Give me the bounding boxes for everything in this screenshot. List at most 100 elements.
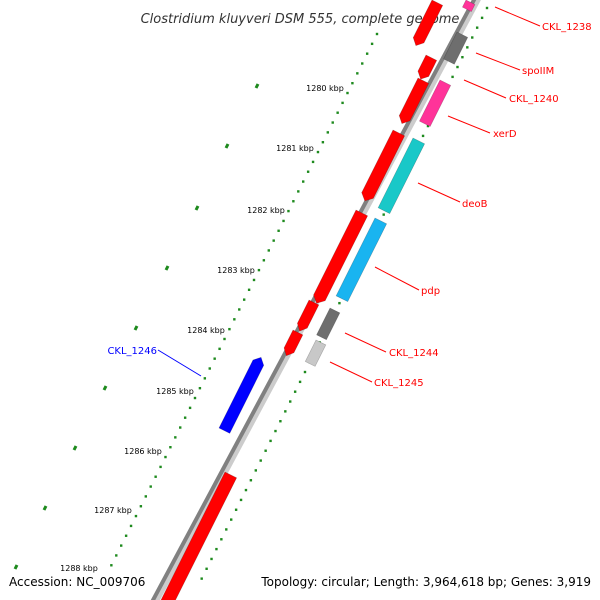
tick-dot: [361, 62, 364, 65]
tick-dot: [154, 475, 157, 478]
major-tick: [102, 385, 108, 391]
major-tick: [13, 564, 19, 570]
tick-dot: [336, 111, 339, 114]
major-tick: [224, 143, 230, 149]
tick-dot: [297, 190, 300, 193]
tick-dot: [208, 367, 211, 370]
tick-dot: [164, 455, 167, 459]
tick-dot: [475, 26, 479, 29]
tick-dot: [326, 131, 330, 134]
tick-dot: [365, 52, 369, 55]
tick-dot: [149, 485, 152, 488]
gene-label-spoiim[interactable]: spoIIM: [522, 66, 554, 77]
tick-dot: [421, 134, 425, 138]
tick-dot: [426, 124, 430, 128]
tick-dot: [252, 278, 256, 282]
tick-dot: [238, 308, 241, 311]
tick-dot: [215, 547, 218, 551]
tick-dot: [144, 495, 147, 498]
gene-label-ckl-1240[interactable]: CKL_1240: [509, 94, 559, 105]
gene-block-ckl-1246: [218, 356, 265, 434]
feature-block-pink: [462, 0, 476, 13]
tick-dot: [289, 400, 292, 403]
tick-dot: [292, 200, 295, 203]
ruler-label: 1284 kbp: [187, 326, 225, 335]
tick-dot: [223, 337, 226, 341]
tick-dot: [456, 65, 459, 69]
tick-dot: [213, 357, 216, 360]
gene-block-downstream: [160, 471, 238, 600]
gene-label-ckl-1244[interactable]: CKL_1244: [389, 348, 439, 359]
gene-label-ckl-1246[interactable]: CKL_1246: [107, 346, 157, 357]
tick-dot: [269, 439, 272, 443]
tick-dot: [267, 249, 270, 252]
major-tick: [42, 505, 48, 511]
tick-dot: [242, 298, 246, 301]
tick-dot: [485, 6, 489, 10]
tick-dot: [370, 42, 374, 46]
leader-line: [157, 349, 202, 377]
tick-dot: [471, 36, 474, 39]
tick-dot: [293, 390, 297, 393]
tick-dot: [139, 505, 143, 508]
tick-dot: [228, 327, 231, 331]
tick-dot: [203, 377, 207, 380]
tick-dot: [218, 347, 221, 351]
feature-block-sky: [335, 217, 388, 303]
tick-dot: [183, 416, 187, 419]
tick-dot: [338, 301, 341, 305]
major-tick: [164, 265, 170, 271]
tick-dot: [200, 577, 203, 580]
tick-dot: [169, 446, 172, 449]
gene-labels[interactable]: CKL_1238 spoIIM CKL_1240 xerD deoB pdp CKL_124…: [107, 6, 592, 389]
map-title: Clostridium kluyveri DSM 555, complete g…: [141, 12, 460, 27]
tick-dot: [284, 410, 287, 413]
tick-dot: [303, 370, 307, 374]
tick-dot: [287, 209, 290, 213]
tick-dot: [179, 426, 182, 429]
tick-dot: [230, 518, 233, 521]
tick-dot: [174, 436, 177, 439]
feature-block-gray-2: [316, 307, 341, 341]
tick-dot: [120, 544, 123, 547]
tick-dot: [375, 32, 379, 36]
gene-block-ckl-1244: [283, 329, 304, 357]
gene-block-spoiim: [417, 54, 438, 80]
tick-dot: [205, 567, 208, 570]
tick-dot: [233, 318, 236, 321]
tick-dot: [124, 534, 128, 537]
ruler-label: 1282 kbp: [247, 206, 285, 215]
tick-dot: [247, 288, 251, 291]
tick-dot: [239, 498, 243, 502]
tick-dot: [259, 459, 262, 462]
tick-dot: [302, 180, 305, 183]
tick-dot: [451, 75, 454, 79]
major-tick: [194, 205, 200, 211]
gene-label-pdp[interactable]: pdp: [421, 286, 440, 297]
gene-label-xerd[interactable]: xerD: [493, 129, 517, 140]
gene-label-ckl-1238[interactable]: CKL_1238: [542, 22, 592, 33]
gene-block-ckl-1240: [398, 77, 430, 124]
feature-block-light-gray: [304, 339, 327, 367]
feature-block-cyan: [377, 137, 426, 214]
tick-dot: [210, 557, 213, 561]
tick-dot: [466, 46, 469, 49]
gene-label-ckl-1245[interactable]: CKL_1245: [374, 378, 424, 389]
tick-dot: [159, 465, 162, 469]
leader-line: [494, 6, 541, 27]
major-tick: [72, 445, 78, 451]
ruler-labels: 1280 kbp 1281 kbp 1282 kbp 1283 kbp 1284 kbp…: [60, 84, 344, 573]
tick-dot: [110, 564, 113, 567]
tick-dot: [244, 488, 248, 492]
ruler-label: 1287 kbp: [94, 506, 132, 515]
tick-dot: [282, 219, 285, 223]
ruler-label: 1288 kbp: [60, 564, 98, 573]
gene-label-deob[interactable]: deoB: [462, 199, 488, 210]
tick-dot: [351, 81, 354, 85]
tick-dot: [115, 554, 118, 557]
tick-dot: [298, 380, 302, 384]
tick-dot: [225, 528, 228, 531]
tick-dot: [382, 213, 385, 216]
tick-dot: [264, 449, 267, 452]
tick-dot: [346, 91, 349, 95]
